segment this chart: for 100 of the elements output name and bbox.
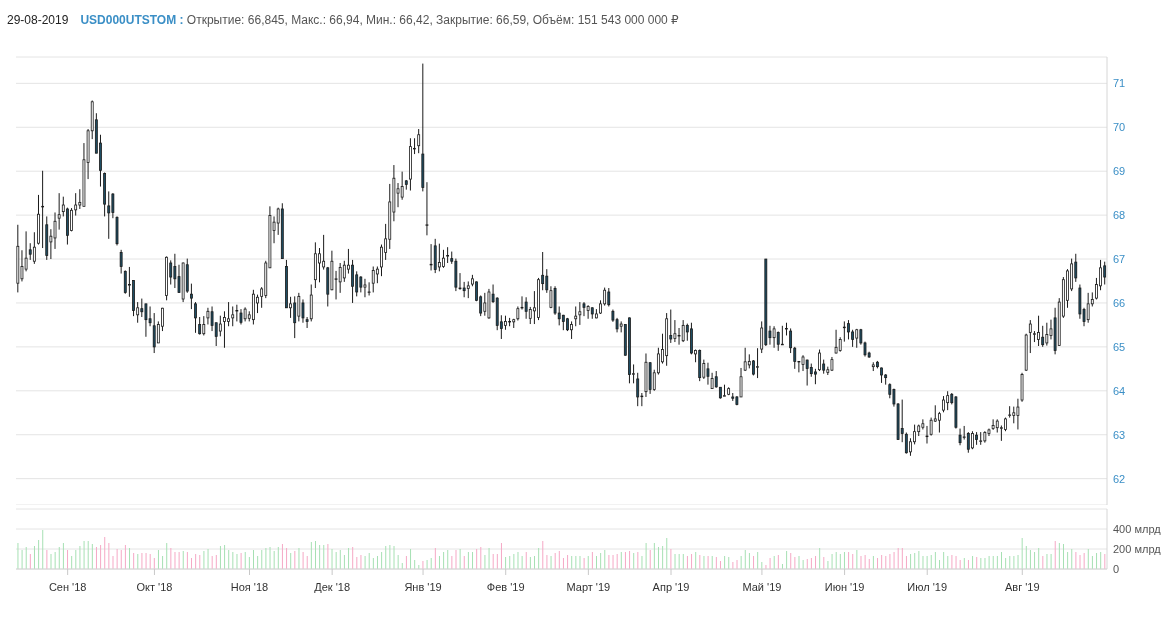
candlestick (437, 243, 441, 272)
x-tick-label: Авг '19 (1004, 581, 1040, 593)
candlestick (1037, 315, 1040, 347)
candlestick (673, 319, 677, 343)
candlestick (107, 190, 111, 240)
candlestick (636, 372, 640, 407)
candlestick (318, 247, 321, 283)
y-tick-label: 64 (1113, 384, 1126, 397)
candlestick (41, 170, 45, 249)
candlestick (173, 253, 177, 289)
candlestick (297, 292, 301, 322)
candlestick (119, 249, 123, 275)
candlestick (937, 411, 941, 434)
candlestick (900, 399, 904, 443)
candlestick (363, 278, 367, 298)
candlestick (152, 312, 156, 354)
x-tick-label: Апр '19 (652, 581, 690, 593)
candlestick (190, 283, 193, 310)
candlestick (57, 192, 61, 231)
candlestick (723, 384, 726, 397)
candlestick (140, 298, 144, 318)
candlestick (429, 243, 433, 271)
candlestick (524, 296, 528, 320)
candlestick (574, 305, 578, 327)
candlestick (677, 327, 681, 346)
candlestick (706, 362, 710, 386)
x-tick-label: Сен '18 (48, 581, 87, 593)
candlestick (400, 171, 404, 201)
candlestick (1103, 261, 1107, 286)
candlestick (235, 304, 239, 322)
candlestick (342, 260, 346, 283)
y-tick-label: 66 (1113, 296, 1126, 309)
x-tick-label: Янв '19 (404, 581, 442, 593)
candlestick (789, 327, 793, 354)
candlestick (1086, 292, 1090, 324)
candlestick (991, 418, 995, 431)
candlestick (218, 315, 222, 337)
candlestick (301, 298, 305, 324)
x-tick-label: Фев '19 (486, 581, 525, 593)
candlestick (681, 319, 685, 343)
x-tick-label: Май '19 (742, 581, 782, 593)
candlestick (231, 305, 235, 327)
candlestick (1028, 319, 1032, 354)
candlestick (338, 262, 342, 294)
y-tick-label: 67 (1113, 253, 1126, 266)
candlestick (227, 301, 230, 327)
candlestick (586, 304, 590, 320)
candlestick (1041, 325, 1045, 348)
x-tick-label: Июл '19 (907, 581, 948, 593)
candlestick (772, 325, 776, 349)
candlestick (442, 249, 445, 269)
candlestick (206, 307, 210, 325)
candlestick (607, 287, 611, 307)
candlestick (293, 295, 297, 339)
candlestick (793, 346, 797, 370)
candlestick (966, 431, 970, 454)
x-tick-label: Ноя '18 (230, 581, 269, 593)
chart-title: 29-08-2019 (7, 13, 69, 27)
candlestick (371, 266, 375, 293)
candlestick (32, 231, 36, 265)
x-tick-label: Июн '19 (824, 581, 865, 593)
candlestick (483, 292, 487, 317)
candlestick (425, 181, 429, 236)
candlestick (202, 315, 206, 336)
candlestick (223, 310, 226, 349)
candlestick (1045, 322, 1049, 347)
candlestick (834, 329, 838, 354)
x-tick-label: Март '19 (566, 581, 611, 593)
candlestick (780, 325, 784, 346)
candlestick (309, 284, 313, 322)
candlestick (194, 301, 197, 334)
candlestick (578, 301, 582, 326)
y-tick-label: 0 (1113, 563, 1120, 575)
candlestick (818, 349, 821, 372)
candlestick (904, 432, 908, 455)
y-tick-label: 400 млрд (1113, 523, 1162, 535)
candlestick (958, 428, 962, 446)
candlestick (545, 268, 549, 294)
chart-subtitle: USD000UTSTOM : Открытие: 66,845, Макс.: 66,94, Мин.: 66,42, Закрытие: 66,59, Объём: 151 543 000 000 ₽ (80, 13, 679, 27)
y-tick-label: 63 (1113, 428, 1126, 441)
candlestick (123, 269, 127, 295)
y-tick-label: 71 (1113, 77, 1126, 90)
x-tick-label: Дек '18 (314, 581, 351, 593)
candlestick (417, 128, 421, 154)
candlestick (74, 192, 78, 217)
candlestick (1008, 405, 1012, 419)
y-tick-label: 65 (1113, 340, 1126, 353)
y-tick-label: 200 млрд (1113, 543, 1162, 555)
candlestick (144, 303, 148, 338)
y-tick-label: 70 (1113, 121, 1126, 134)
candlestick (756, 347, 759, 379)
candlestick (842, 320, 846, 343)
candlestick (367, 281, 371, 296)
x-tick-label: Окт '18 (136, 581, 173, 593)
candlestick (946, 390, 950, 411)
candlestick (847, 319, 850, 340)
candlestick (351, 259, 354, 304)
y-tick-label: 69 (1113, 165, 1126, 178)
y-tick-label: 62 (1113, 472, 1126, 485)
candlestick (433, 238, 437, 274)
